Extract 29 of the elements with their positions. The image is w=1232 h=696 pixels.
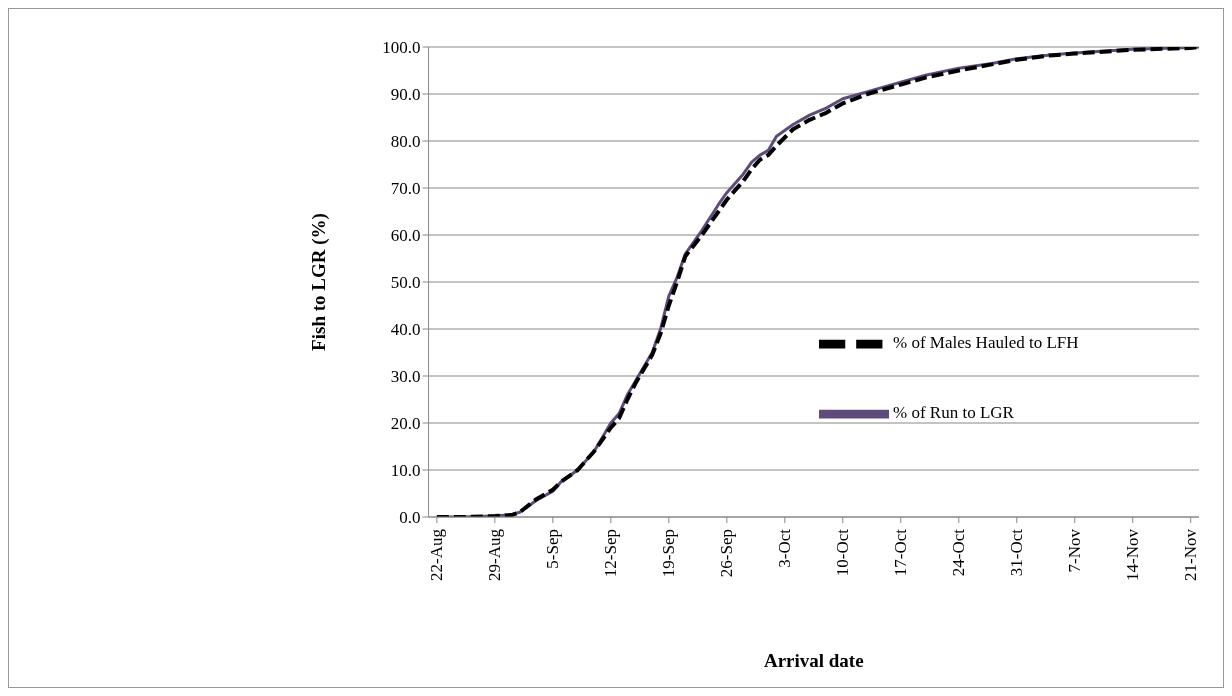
y-tick-label: 60.0	[390, 226, 421, 246]
x-tick-label: 21-Nov	[1181, 528, 1201, 581]
x-tick-label: 12-Sep	[601, 529, 621, 578]
legend-label: % of Males Hauled to LFH	[893, 332, 1079, 352]
x-tick-label: 19-Sep	[659, 529, 679, 578]
y-tick-label: 100.0	[382, 38, 421, 58]
y-tick-label: 20.0	[390, 414, 421, 434]
y-axis-title: Fish to LGR (%)	[308, 213, 331, 351]
x-tick-label: 14-Nov	[1123, 528, 1143, 581]
x-tick-label: 5-Sep	[543, 529, 563, 569]
y-tick-label: 80.0	[390, 132, 421, 152]
x-tick-label: 22-Aug	[427, 528, 447, 581]
y-tick-label: 90.0	[390, 85, 421, 105]
x-tick-label: 24-Oct	[949, 528, 969, 577]
x-tick-label: 29-Aug	[485, 528, 505, 581]
x-axis-title: Arrival date	[763, 650, 864, 671]
x-tick-label: 7-Nov	[1065, 528, 1085, 573]
legend-label: % of Run to LGR	[893, 402, 1014, 422]
x-tick-label: 10-Oct	[833, 528, 853, 577]
y-tick-label: 50.0	[390, 273, 421, 293]
x-tick-label: 3-Oct	[775, 528, 795, 568]
y-tick-label: 10.0	[390, 461, 421, 481]
x-tick-label: 26-Sep	[717, 529, 737, 578]
y-tick-label: 40.0	[390, 320, 421, 340]
x-tick-label: 17-Oct	[891, 528, 911, 577]
y-tick-label: 70.0	[390, 179, 421, 199]
x-tick-label: 31-Oct	[1007, 528, 1027, 577]
y-tick-label: 0.0	[399, 508, 421, 528]
y-tick-label: 30.0	[390, 367, 421, 387]
